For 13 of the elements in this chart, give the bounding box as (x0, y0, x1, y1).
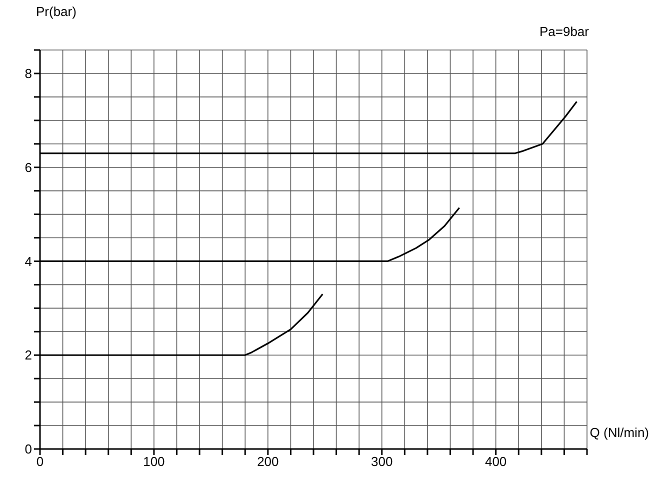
x-tick-label: 400 (484, 454, 507, 470)
x-tick-label: 100 (143, 454, 165, 470)
y-tick-label: 4 (24, 254, 32, 269)
y-tick-label: 6 (24, 160, 32, 175)
y-tick-label: 0 (24, 442, 32, 457)
y-tick-label: 8 (24, 66, 32, 82)
y-axis-title: Pr(bar) (36, 4, 76, 19)
x-tick-label: 0 (36, 454, 44, 470)
x-axis-title: Q (Nl/min) (590, 425, 649, 440)
text: Pa=9bar (539, 24, 589, 39)
x-tick-label: 200 (257, 454, 279, 470)
x-tick-label: 300 (371, 454, 393, 470)
y-tick-label: 2 (24, 348, 32, 363)
